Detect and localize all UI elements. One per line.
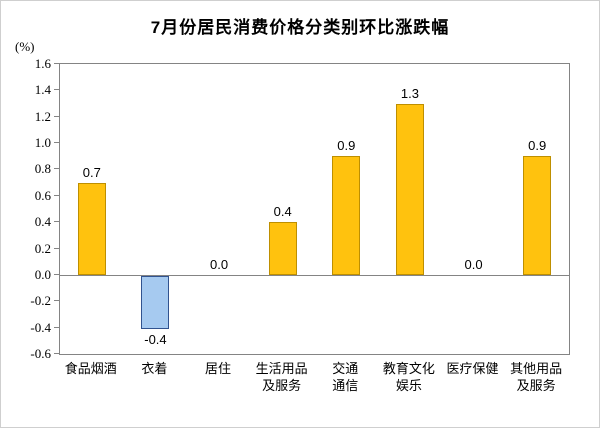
bar-value-label: 0.9 — [528, 138, 547, 154]
x-axis-category-label: 食品烟酒 — [64, 361, 117, 376]
y-axis-tick-label: 0.6 — [34, 187, 51, 203]
y-axis-tick-label: 1.2 — [34, 108, 51, 124]
y-axis-tick-label: 1.4 — [34, 82, 51, 98]
zero-line — [60, 274, 569, 276]
bar-value-label: 0.4 — [273, 204, 292, 220]
y-axis-tick-mark — [54, 247, 59, 249]
x-axis-category-label: 生活用品 及服务 — [255, 361, 308, 393]
bar-value-label: 0.0 — [464, 256, 483, 272]
y-axis-tick-mark — [54, 273, 59, 275]
bar-value-label: 0.9 — [337, 138, 356, 154]
chart-title: 7月份居民消费价格分类别环比涨跌幅 — [150, 18, 450, 37]
y-axis-tick-label: 1.0 — [34, 135, 51, 151]
bar-value-label: -0.4 — [144, 331, 167, 347]
y-axis-tick-mark — [54, 63, 59, 64]
y-axis-tick-mark — [54, 115, 59, 117]
y-axis-tick-mark — [54, 300, 59, 302]
x-axis-category-label: 衣着 — [141, 361, 168, 376]
bar-negative — [141, 275, 170, 329]
y-axis-tick-label: -0.6 — [30, 346, 51, 361]
plot-area: 0.7 -0.4 0.0 0.4 0.9 1.3 0.0 0.9 — [59, 63, 570, 355]
x-axis-category-label: 居住 — [205, 361, 232, 376]
x-axis-category-label: 教育文化 娱乐 — [382, 361, 435, 393]
y-axis-tick-mark — [54, 142, 59, 144]
y-axis-tick-label: -0.2 — [30, 293, 51, 309]
bar-positive — [332, 156, 361, 275]
y-axis-tick-label: 1.6 — [34, 56, 51, 71]
x-axis-category-label: 交通 通信 — [332, 361, 359, 393]
y-axis-tick-label: 0.0 — [34, 266, 51, 282]
y-axis-tick-mark — [54, 89, 59, 91]
y-axis-tick-label: -0.4 — [30, 319, 51, 335]
y-axis-tick-label: 0.8 — [34, 161, 51, 177]
y-axis-tick-mark — [54, 194, 59, 196]
bar-value-label: 0.0 — [210, 256, 229, 272]
bar-positive — [268, 222, 297, 275]
y-axis-tick-mark — [54, 221, 59, 223]
y-axis-tick-mark — [54, 353, 59, 354]
bar-positive — [523, 156, 552, 275]
y-axis-tick-label: 0.4 — [34, 214, 51, 230]
bar-value-label: 0.7 — [82, 164, 101, 180]
y-axis-unit-label: (%) — [15, 39, 35, 54]
y-axis-tick-mark — [54, 326, 59, 328]
y-axis-tick-label: 0.2 — [34, 240, 51, 256]
bar-positive — [77, 182, 106, 275]
x-axis-category-label: 其他用品 及服务 — [510, 361, 563, 393]
y-axis-tick-mark — [54, 168, 59, 170]
x-axis-category-label: 医疗保健 — [446, 361, 499, 376]
bar-value-label: 1.3 — [400, 85, 419, 101]
bar-positive — [395, 103, 424, 275]
